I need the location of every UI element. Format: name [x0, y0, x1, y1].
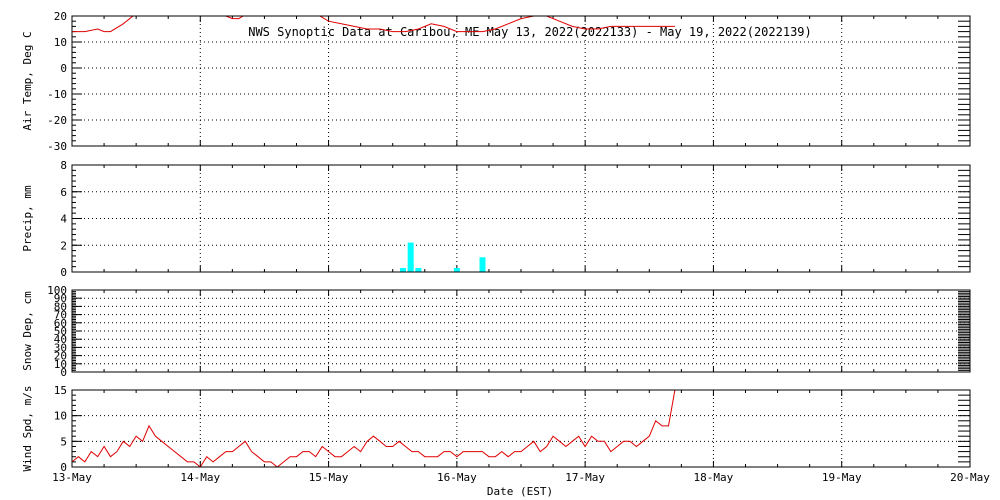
y-tick-label: 20 — [54, 350, 67, 363]
x-tick-label: 17-May — [565, 471, 605, 484]
y-tick-label: 0 — [60, 266, 67, 279]
y-tick-label: 5 — [60, 435, 67, 448]
y-tick-label: 10 — [54, 358, 67, 371]
y-tick-label: 10 — [54, 410, 67, 423]
air-temp-line — [72, 16, 675, 33]
y-tick-label: 90 — [54, 292, 67, 305]
x-tick-label: 13-May — [52, 471, 92, 484]
precip-bar — [453, 267, 460, 272]
y-tick-label: 15 — [54, 384, 67, 397]
y-axis-label: Snow Dep, cm — [21, 291, 34, 371]
x-tick-label: 16-May — [437, 471, 477, 484]
y-tick-label: 4 — [60, 213, 67, 226]
precip-bar — [399, 267, 406, 272]
x-tick-label: 14-May — [180, 471, 220, 484]
y-tick-label: -20 — [47, 114, 67, 127]
x-axis-label: Date (EST) — [487, 485, 553, 498]
panel-3: 0 5 10 15 Wind Spd, m/s — [21, 384, 971, 474]
y-tick-label: -10 — [47, 88, 67, 101]
y-tick-label: 0 — [60, 461, 67, 474]
y-tick-label: -30 — [47, 140, 67, 153]
precip-bar — [415, 267, 422, 272]
y-tick-label: 70 — [54, 309, 67, 322]
y-tick-label: 20 — [54, 10, 67, 23]
panel-0: -30 -20 -10 0 10 20 Air Temp, Deg C — [21, 10, 971, 153]
y-axis-label: Precip, mm — [21, 185, 34, 252]
y-tick-label: 0 — [60, 366, 67, 379]
y-tick-label: 2 — [60, 239, 67, 252]
y-tick-label: 40 — [54, 333, 67, 346]
x-tick-label: 18-May — [694, 471, 734, 484]
wind-speed-line — [72, 390, 676, 467]
x-tick-label: 20-May — [950, 471, 990, 484]
y-tick-label: 0 — [60, 62, 67, 75]
y-tick-label: 60 — [54, 317, 67, 330]
panel-frame — [71, 15, 971, 147]
y-tick-label: 100 — [47, 284, 67, 297]
x-tick-label: 19-May — [822, 471, 862, 484]
chart-title: NWS Synoptic Data at Caribou, ME May 13,… — [248, 25, 812, 39]
x-tick-label: 15-May — [309, 471, 349, 484]
panel-frame — [71, 289, 971, 373]
panel-frame — [71, 164, 971, 273]
y-tick-label: 50 — [54, 325, 67, 338]
precip-bar — [407, 242, 414, 272]
panel-frame — [71, 389, 971, 468]
precip-bar — [479, 257, 486, 272]
y-axis-label: Wind Spd, m/s — [21, 385, 34, 471]
panel-1: 0 2 4 6 8 Precip, mm — [21, 159, 971, 279]
y-axis-label: Air Temp, Deg C — [21, 31, 34, 130]
y-tick-label: 6 — [60, 186, 67, 199]
y-tick-label: 8 — [60, 159, 67, 172]
y-tick-label: 80 — [54, 300, 67, 313]
y-tick-label: 30 — [54, 341, 67, 354]
y-tick-label: 10 — [54, 36, 67, 49]
